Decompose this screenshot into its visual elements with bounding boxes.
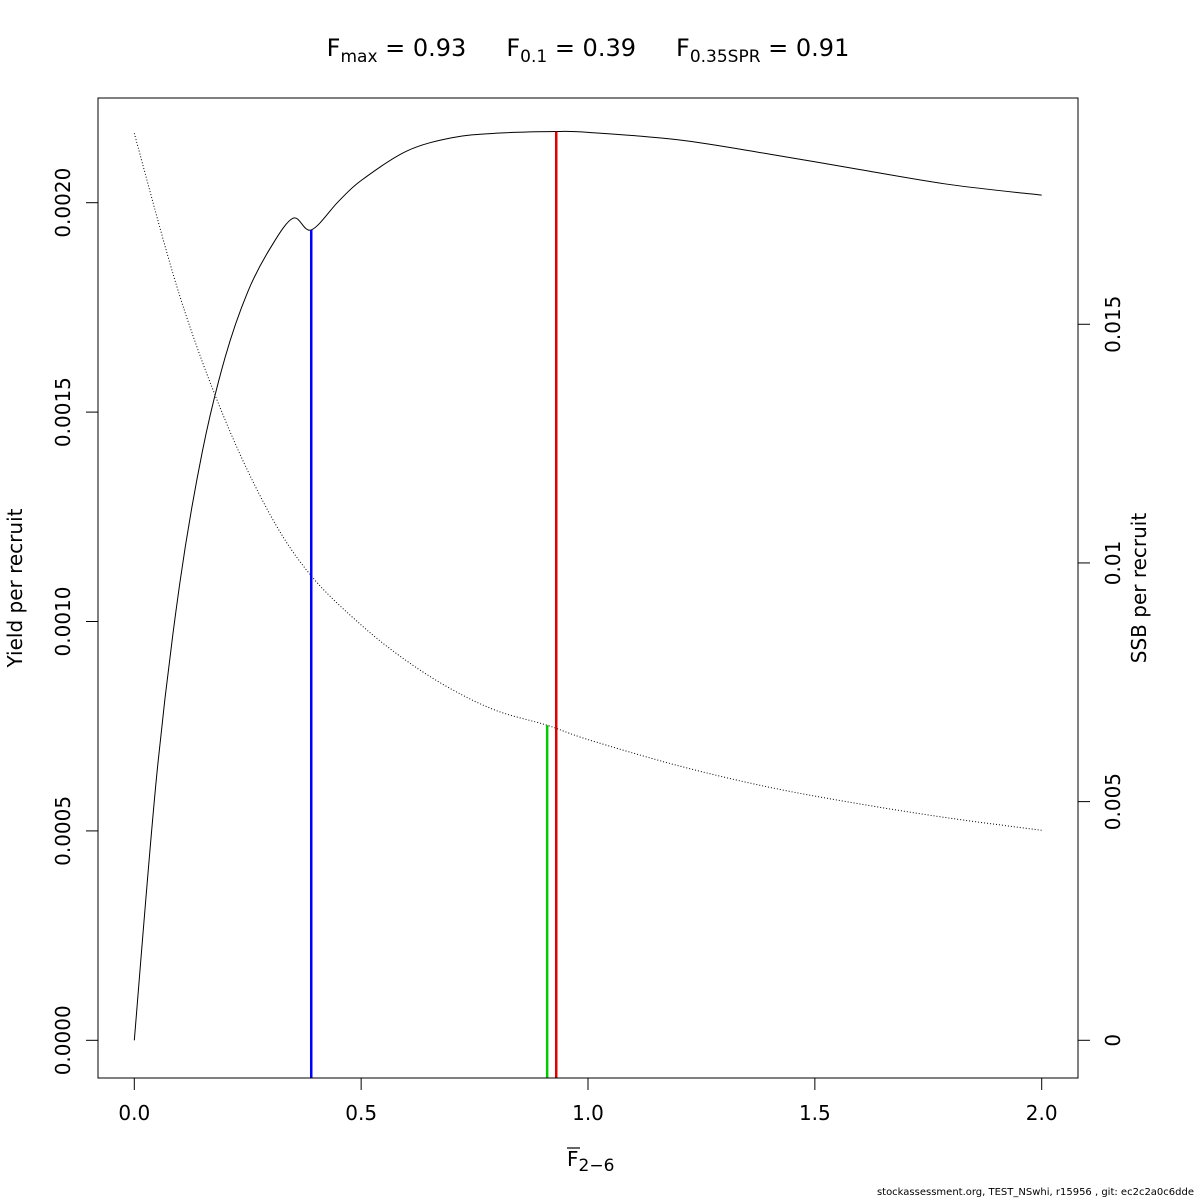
title-item-0: F <box>327 34 341 62</box>
y-right-tick-label-2: 0.01 <box>1101 541 1125 586</box>
chart-title-text: Fmax = 0.93 F0.1 = 0.39 F0.35SPR = 0.91 <box>327 34 850 67</box>
y-right-tick-label-3: 0.015 <box>1101 296 1125 353</box>
x-tick-label-3: 1.5 <box>799 1101 831 1125</box>
title-item-2: F <box>676 34 690 62</box>
title-item-sub-2: 0.35SPR <box>690 47 761 67</box>
title-item-sub-0: max <box>340 47 377 67</box>
x-tick-label-4: 2.0 <box>1026 1101 1058 1125</box>
reference-lines <box>309 131 558 1078</box>
y-axis-left: 0.0000 0.0005 0.0010 0.0015 0.0020 <box>51 168 98 1075</box>
title-item-value-1: = 0.39 <box>547 34 636 62</box>
y-left-tick-label-3: 0.0015 <box>51 377 75 447</box>
y-left-tick-label-1: 0.0005 <box>51 796 75 866</box>
x-axis-label-main: F <box>567 1147 579 1171</box>
y-left-tick-label-2: 0.0010 <box>51 587 75 657</box>
chart-title: Fmax = 0.93 F0.1 = 0.39 F0.35SPR = 0.91 <box>327 34 850 67</box>
x-tick-label-1: 0.5 <box>345 1101 377 1125</box>
yield-per-recruit-curve <box>133 130 1042 1041</box>
y-axis-label-right: SSB per recruit <box>1127 513 1151 664</box>
ssb-per-recruit-curve <box>133 133 1042 831</box>
plot-frame <box>97 97 1079 1079</box>
title-item-value-2: = 0.91 <box>761 34 850 62</box>
x-axis-label-sub: 2−6 <box>579 1156 615 1176</box>
title-item-value-0: = 0.93 <box>378 34 467 62</box>
footer-note: stockassessment.org, TEST_NSwhi, r15956 … <box>876 1187 1194 1198</box>
x-axis-label-text: F2−6 <box>567 1147 614 1176</box>
y-right-tick-label-0: 0 <box>1101 1034 1125 1047</box>
y-left-tick-label-0: 0.0000 <box>51 1005 75 1075</box>
title-item-1: F <box>506 34 520 62</box>
y-right-tick-label-1: 0.005 <box>1101 773 1125 830</box>
x-axis-label: F2−6 <box>567 1147 614 1176</box>
title-item-sub-1: 0.1 <box>520 47 547 67</box>
y-left-tick-label-4: 0.0020 <box>51 168 75 238</box>
x-tick-label-0: 0.0 <box>118 1101 150 1125</box>
series-group <box>133 130 1042 1041</box>
y-axis-label-left: Yield per recruit <box>3 508 27 668</box>
y-axis-right: 0 0.005 0.01 0.015 <box>1078 296 1125 1047</box>
x-axis: 0.0 0.5 1.0 1.5 2.0 <box>118 1077 1058 1125</box>
x-tick-label-2: 1.0 <box>572 1101 604 1125</box>
